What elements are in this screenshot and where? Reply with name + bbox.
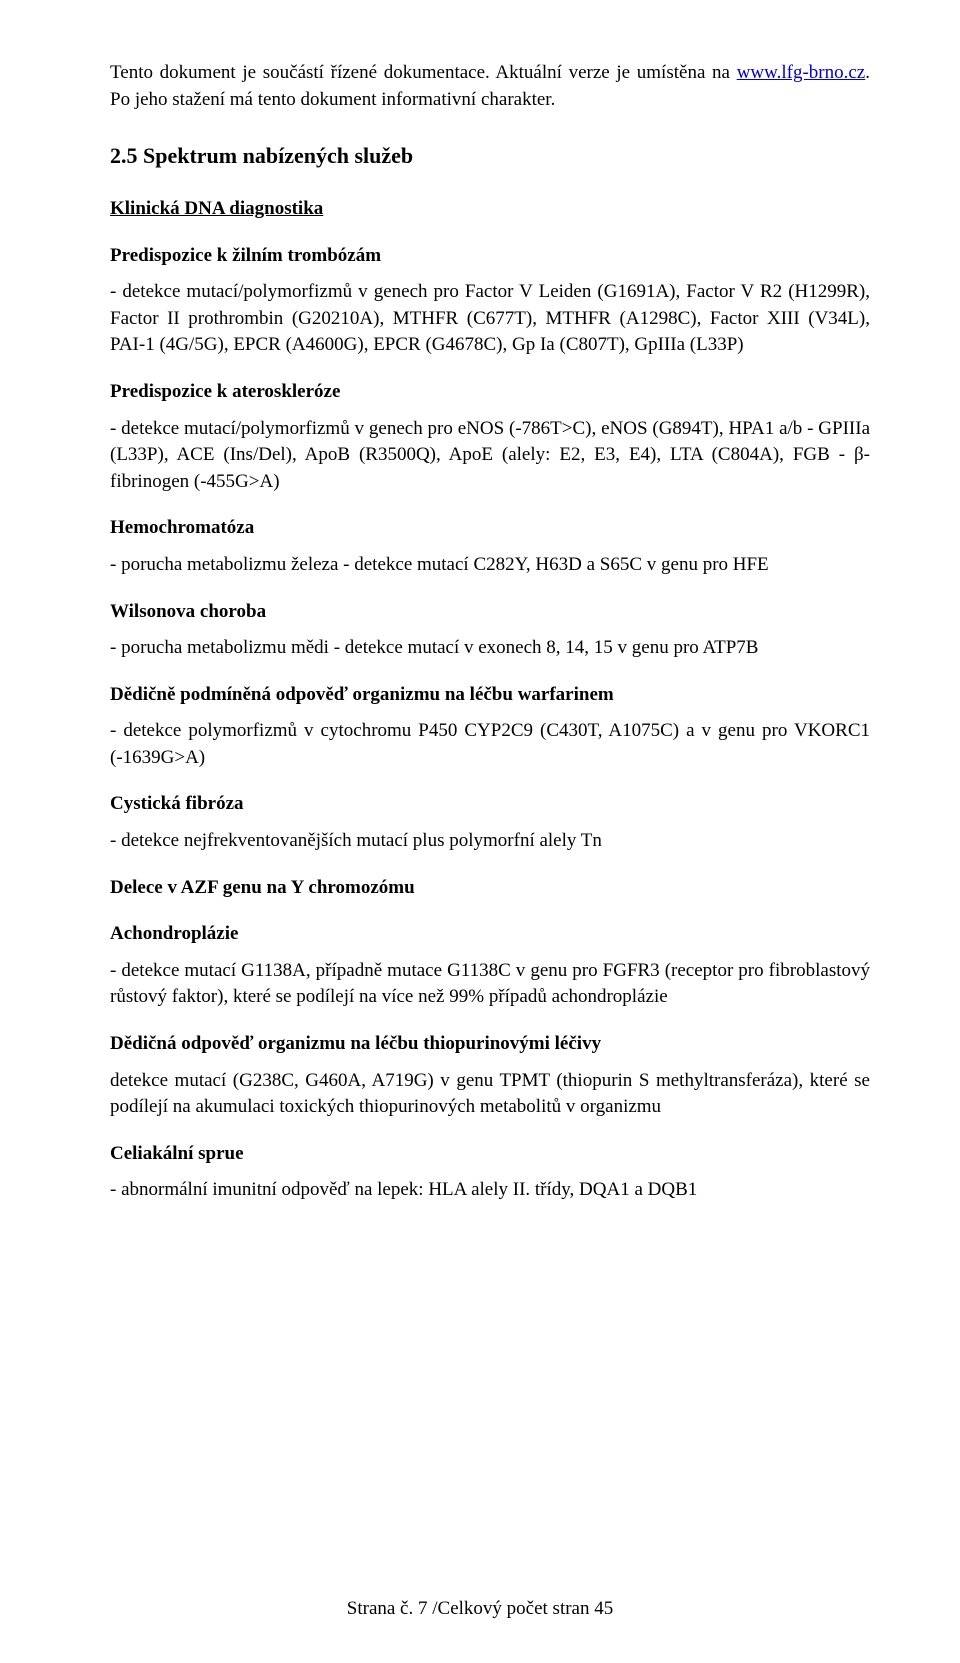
item-body: - abnormální imunitní odpověď na lepek: … [110,1177,870,1204]
item-title: Dědičná odpověď organizmu na léčbu thiop… [110,1031,870,1058]
item-title: Achondroplázie [110,921,870,948]
item-title: Hemochromatóza [110,515,870,542]
item-body: - detekce mutací/polymorfizmů v genech p… [110,279,870,359]
header-note: Tento dokument je součástí řízené dokume… [110,60,870,113]
item-body: - porucha metabolizmu mědi - detekce mut… [110,635,870,662]
item-body: - detekce mutací/polymorfizmů v genech p… [110,416,870,496]
header-link[interactable]: www.lfg-brno.cz [737,62,866,83]
item-body: - porucha metabolizmu železa - detekce m… [110,552,870,579]
item-body: - detekce nejfrekventovanějších mutací p… [110,828,870,855]
document-page: Tento dokument je součástí řízené dokume… [0,0,960,1663]
item-body: detekce mutací (G238C, G460A, A719G) v g… [110,1068,870,1121]
item-body: - detekce mutací G1138A, případně mutace… [110,958,870,1011]
item-title: Wilsonova choroba [110,599,870,626]
item-title: Dědičně podmíněná odpověď organizmu na l… [110,682,870,709]
section-title: 2.5 Spektrum nabízených služeb [110,141,870,172]
item-body: - detekce polymorfizmů v cytochromu P450… [110,718,870,771]
item-title: Predispozice k ateroskleróze [110,379,870,406]
item-title: Delece v AZF genu na Y chromozómu [110,875,870,902]
item-title: Cystická fibróza [110,791,870,818]
item-title: Celiakální sprue [110,1141,870,1168]
section-subheading: Klinická DNA diagnostika [110,196,870,223]
page-footer: Strana č. 7 /Celkový počet stran 45 [0,1596,960,1623]
content-items: Predispozice k žilním trombózám - detekce… [110,243,870,1204]
item-title: Predispozice k žilním trombózám [110,243,870,270]
header-text-1: Tento dokument je součástí řízené dokume… [110,62,737,83]
